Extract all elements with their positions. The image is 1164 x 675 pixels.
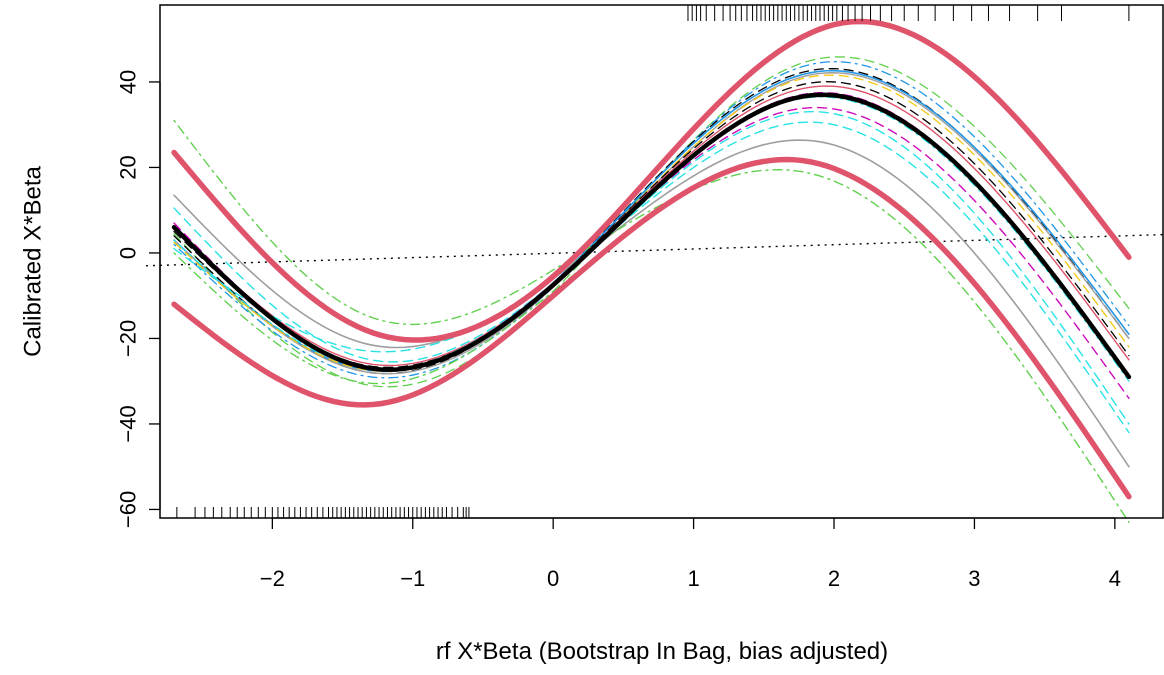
- series-line-5: [173, 72, 1130, 375]
- series-line-11: [173, 110, 1130, 425]
- series-line-17: [171, 92, 1132, 380]
- series-layer: [145, 18, 1164, 523]
- plot-area: [145, 4, 1164, 523]
- x-tick-label-4: 1: [687, 566, 699, 591]
- y-axis: −60 −40 −20 0 20 40: [116, 70, 161, 528]
- y-tick-label-5: 20: [116, 155, 141, 179]
- x-axis: −2 −1 0 1 2 3 4: [260, 517, 1121, 591]
- plot-frame: [159, 4, 1164, 519]
- series-line-3: [173, 67, 1130, 375]
- series-line-8: [173, 85, 1130, 367]
- series-line-1: [173, 56, 1130, 388]
- x-tick-label-2: −1: [400, 566, 425, 591]
- reference-line: [145, 233, 1164, 267]
- y-tick-label-3: −20: [116, 320, 141, 357]
- series-line-4: [173, 69, 1130, 373]
- y-tick-label-4: 0: [116, 247, 141, 259]
- y-tick-label-2: −40: [116, 405, 141, 442]
- series-line-12: [173, 121, 1130, 434]
- x-tick-label-3: 0: [547, 566, 559, 591]
- y-axis-title: Calibrated X*Beta: [20, 165, 47, 356]
- series-line-7: [173, 81, 1130, 369]
- y-tick-label-1: −60: [116, 491, 141, 528]
- rug-layer: [176, 5, 1130, 518]
- y-tick-label-6: 40: [116, 70, 141, 94]
- x-axis-title: rf X*Beta (Bootstrap In Bag, bias adjust…: [436, 638, 888, 665]
- x-tick-label-6: 3: [968, 566, 980, 591]
- series-line-19: [171, 156, 1132, 500]
- x-tick-label-7: 4: [1109, 566, 1121, 591]
- series-line-2: [173, 61, 1130, 379]
- series-line-14: [173, 139, 1130, 468]
- series-line-16: [173, 159, 1130, 498]
- series-line-9: [173, 91, 1130, 378]
- series-line-18: [171, 18, 1132, 343]
- series-line-6: [173, 74, 1130, 373]
- x-tick-label-1: −2: [260, 566, 285, 591]
- series-line-15: [173, 119, 1130, 523]
- x-tick-label-5: 2: [828, 566, 840, 591]
